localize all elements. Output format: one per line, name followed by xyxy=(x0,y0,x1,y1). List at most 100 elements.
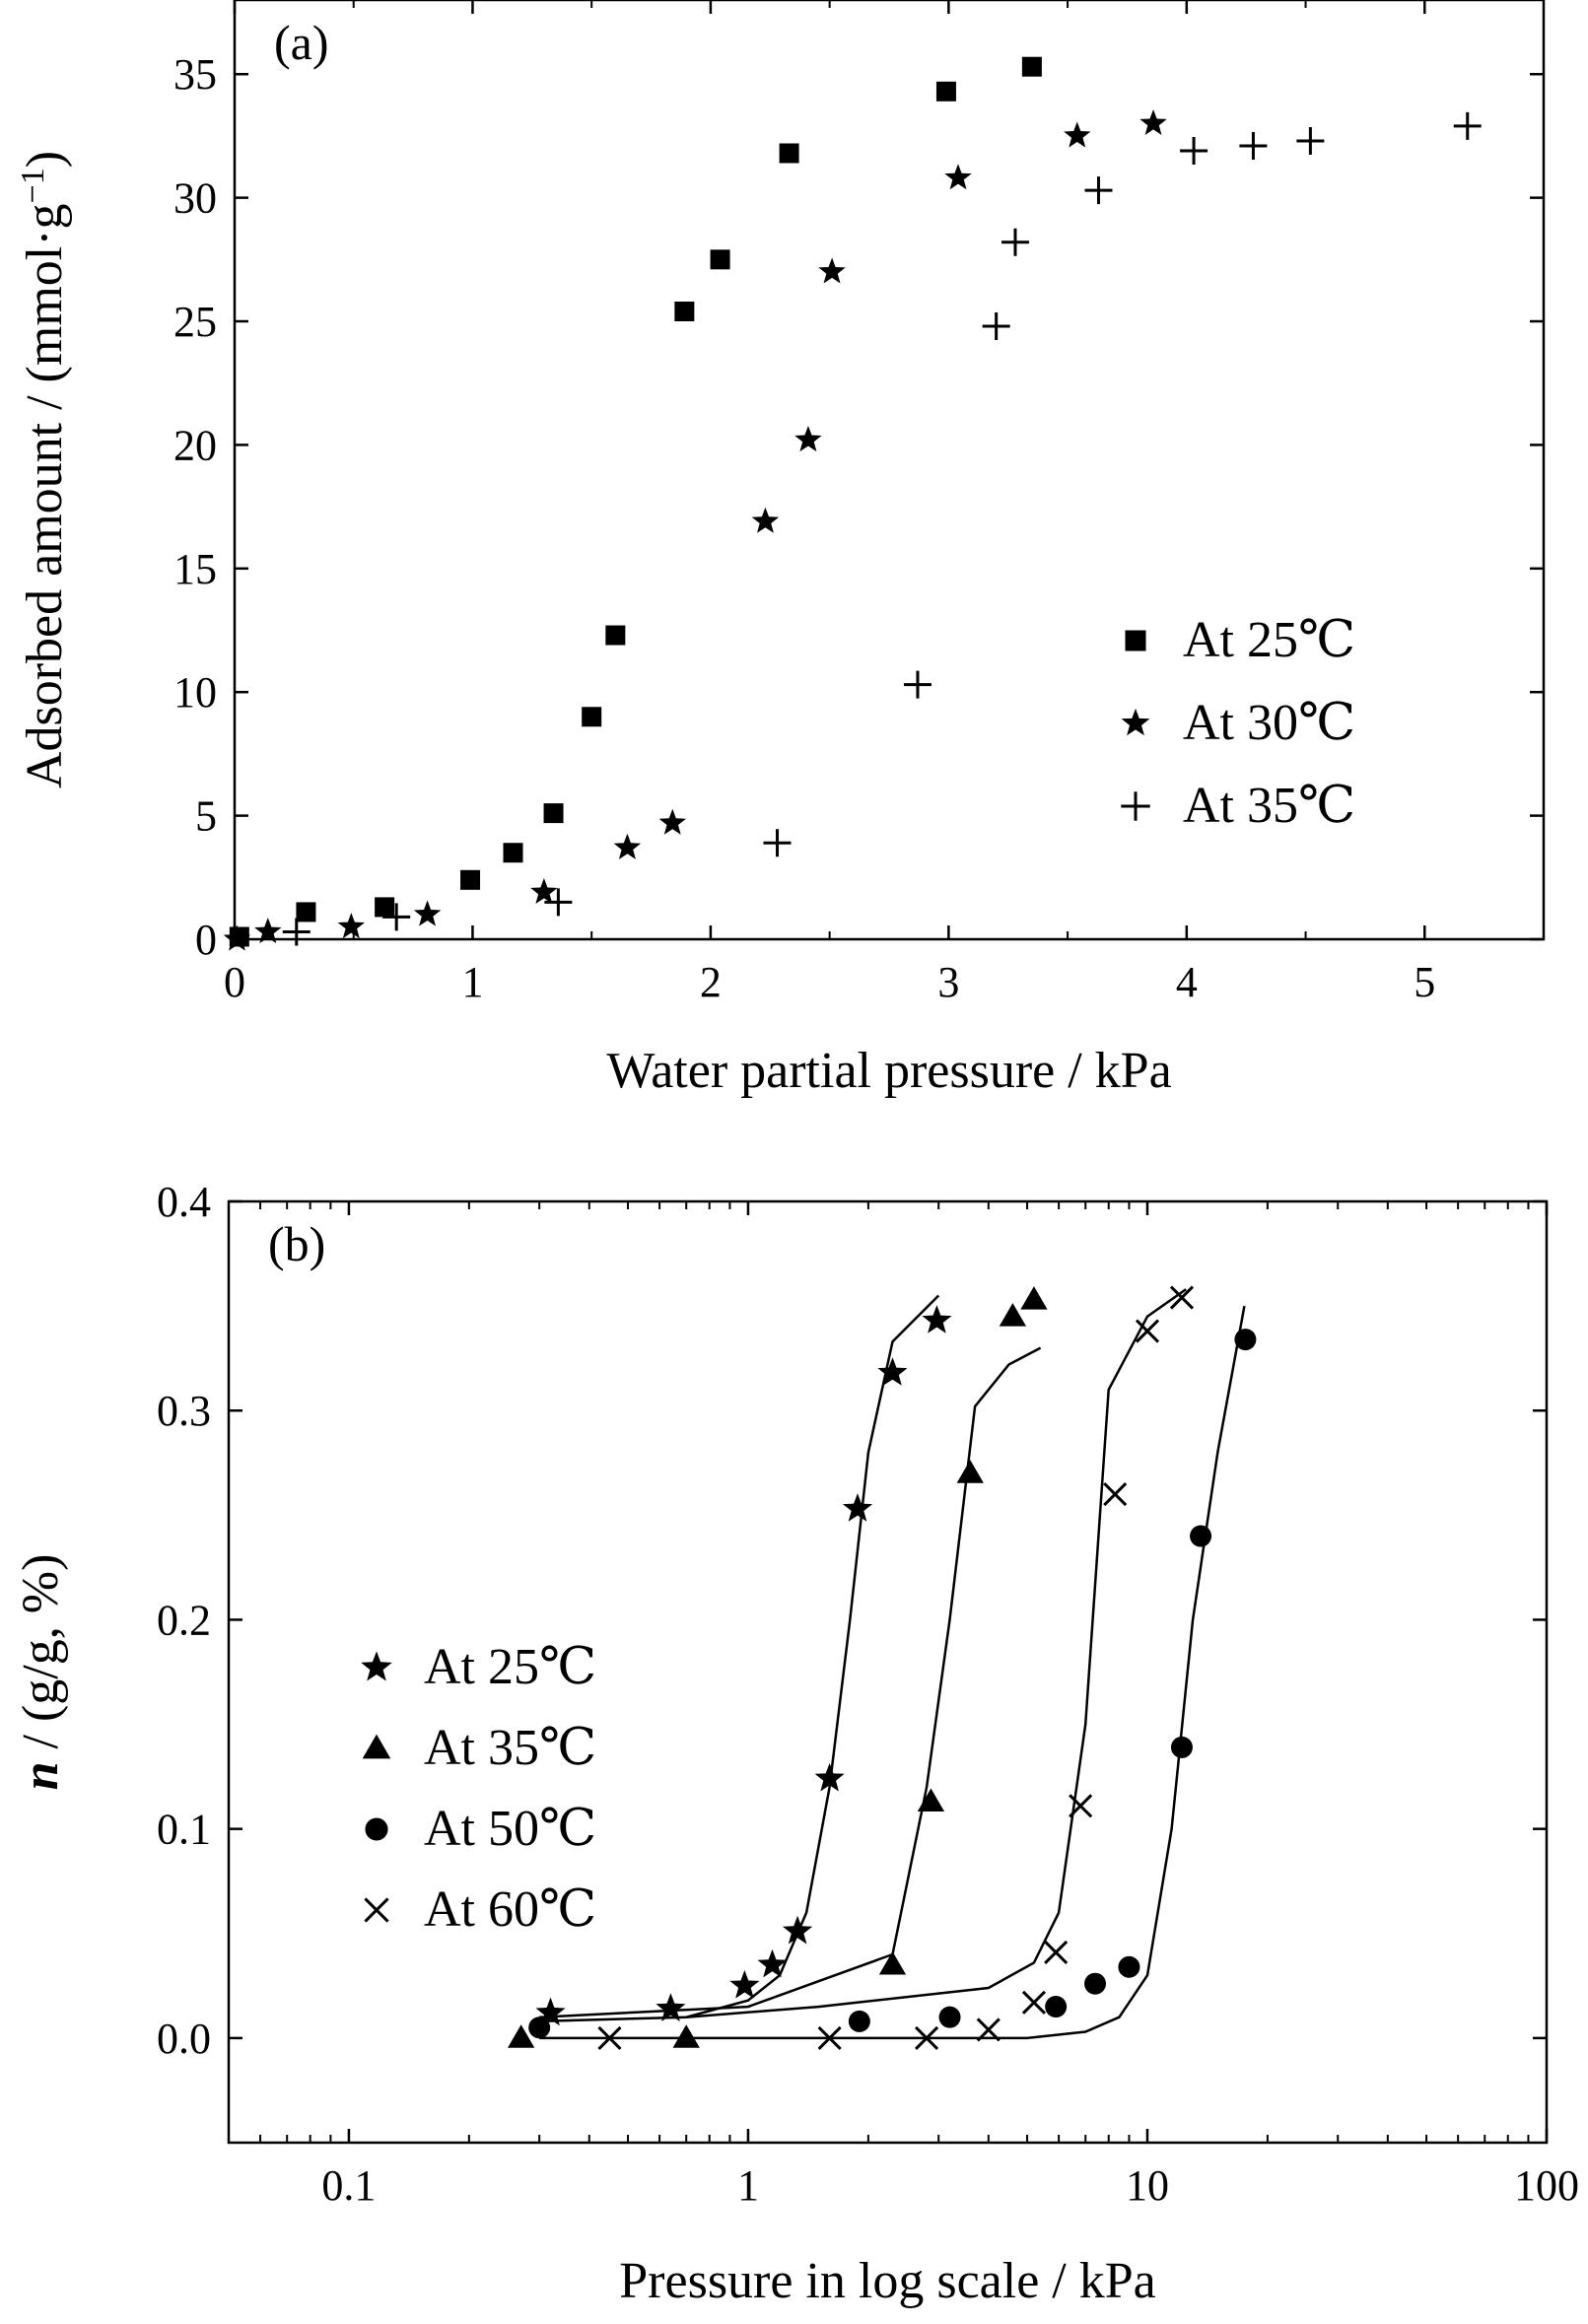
data-point-circle xyxy=(1045,1996,1068,2018)
data-point-square xyxy=(375,897,395,918)
y-tick-label: 0.4 xyxy=(157,1178,211,1226)
data-point-star xyxy=(656,1993,686,2021)
x-tick-label: 0.1 xyxy=(321,2161,376,2210)
y-tick-label: 30 xyxy=(173,174,217,223)
series-star xyxy=(535,1305,952,2026)
panel-label: (b) xyxy=(268,1216,325,1271)
y-tick-label: 0 xyxy=(195,916,217,964)
data-point-triangle xyxy=(956,1460,984,1483)
data-point-star xyxy=(413,900,442,926)
x-tick-label: 100 xyxy=(1514,2161,1579,2210)
data-point-square xyxy=(674,301,695,321)
series-square xyxy=(229,56,1042,947)
x-tick-label: 5 xyxy=(1414,958,1435,1006)
y-tick-label: 10 xyxy=(173,668,217,717)
y-axis-title: Adsorbed amount / (mmol·g−1) xyxy=(15,151,74,788)
x-tick-label: 10 xyxy=(1126,2161,1169,2210)
series-triangle xyxy=(507,1286,1048,2048)
data-point-circle xyxy=(528,2016,551,2039)
data-point-square xyxy=(460,869,481,890)
fit-line-triangle xyxy=(539,1346,1042,2018)
data-point-x xyxy=(597,2025,622,2050)
data-point-circle xyxy=(848,2010,870,2032)
data-point-circle xyxy=(1170,1736,1193,1758)
data-point-plus xyxy=(282,918,311,946)
data-point-star xyxy=(751,507,780,533)
x-tick-label: 4 xyxy=(1176,958,1198,1006)
legend-label: At 35℃ xyxy=(1183,778,1355,834)
data-point-x xyxy=(914,2025,939,2050)
panel-b-chart: 0.1 1 10 100 0.0 0.1 0.2 0.3 0.4 (b) Pressure in l… xyxy=(13,1178,1579,2309)
legend-label: At 50℃ xyxy=(424,1801,596,1857)
data-point-triangle xyxy=(507,2024,535,2048)
data-point-plus xyxy=(1084,176,1113,205)
series-x xyxy=(597,1285,1195,2050)
data-point-triangle xyxy=(1020,1286,1048,1310)
x-axis-title: Water partial pressure / kPa xyxy=(606,1043,1171,1099)
fit-line-x xyxy=(686,1288,1187,2018)
data-point-plus xyxy=(1001,228,1029,256)
data-point-plus xyxy=(903,670,932,699)
y-tick-label: 20 xyxy=(173,421,217,469)
data-point-plus xyxy=(544,888,573,917)
data-point-star xyxy=(658,808,686,835)
series-plus xyxy=(282,111,1482,946)
legend-marker-circle xyxy=(365,1817,388,1841)
x-axis-title: Pressure in log scale / kPa xyxy=(619,2253,1155,2309)
data-point-star xyxy=(877,1357,908,1386)
panel-label: (a) xyxy=(274,15,329,70)
data-point-circle xyxy=(1234,1329,1257,1351)
legend-label: At 30℃ xyxy=(1183,695,1355,751)
data-point-plus xyxy=(982,312,1010,341)
data-point-square xyxy=(543,803,564,824)
data-point-star xyxy=(757,1948,788,1978)
fit-line-circle xyxy=(539,1305,1246,2040)
data-point-triangle xyxy=(999,1303,1027,1327)
data-point-star xyxy=(922,1305,952,1333)
series-circle xyxy=(528,1329,1257,2039)
data-point-x xyxy=(1169,1285,1195,1310)
x-tick-label: 3 xyxy=(937,958,959,1006)
legend-marker-square xyxy=(1125,630,1146,651)
legend: At 25℃ At 35℃ At 50℃ At 60℃ xyxy=(361,1639,596,1938)
y-tick-label: 0.1 xyxy=(157,1806,211,1854)
data-point-square xyxy=(935,81,956,102)
data-point-star xyxy=(530,878,558,904)
data-point-star xyxy=(1064,121,1091,148)
data-point-x xyxy=(817,2025,842,2050)
legend-marker-star xyxy=(361,1651,392,1681)
data-point-square xyxy=(779,143,799,164)
data-point-plus xyxy=(382,903,411,931)
data-point-star xyxy=(729,1970,760,1999)
data-point-square xyxy=(296,902,316,923)
data-point-star xyxy=(814,1762,845,1792)
x-tick-label: 1 xyxy=(461,958,483,1006)
data-point-x xyxy=(1069,1794,1093,1818)
data-point-star xyxy=(818,257,846,284)
data-point-star xyxy=(783,1915,813,1945)
legend-label: At 35℃ xyxy=(424,1720,596,1776)
data-point-triangle xyxy=(672,2024,700,2048)
legend-marker-triangle xyxy=(362,1734,391,1759)
data-point-plus xyxy=(763,829,792,857)
data-point-star xyxy=(794,426,822,452)
legend-label: At 25℃ xyxy=(424,1639,596,1695)
x-tick-label: 0 xyxy=(224,958,245,1006)
data-point-star xyxy=(337,913,365,939)
data-point-star xyxy=(613,833,642,859)
series-star xyxy=(223,109,1167,951)
x-tick-label: 2 xyxy=(700,958,722,1006)
y-tick-label: 0.3 xyxy=(157,1387,211,1435)
data-point-circle xyxy=(1190,1525,1212,1547)
data-point-plus xyxy=(1180,136,1208,165)
legend: At 25℃ At 30℃ At 35℃ xyxy=(1121,612,1355,834)
data-point-circle xyxy=(1084,1972,1107,1995)
data-point-x xyxy=(1021,1990,1047,2015)
data-point-square xyxy=(1021,56,1042,77)
legend-marker-x xyxy=(364,1897,389,1923)
y-tick-label: 0.0 xyxy=(157,2015,211,2063)
data-point-square xyxy=(710,249,730,270)
plot-frame xyxy=(233,0,1546,941)
x-tick-label: 1 xyxy=(737,2161,759,2210)
